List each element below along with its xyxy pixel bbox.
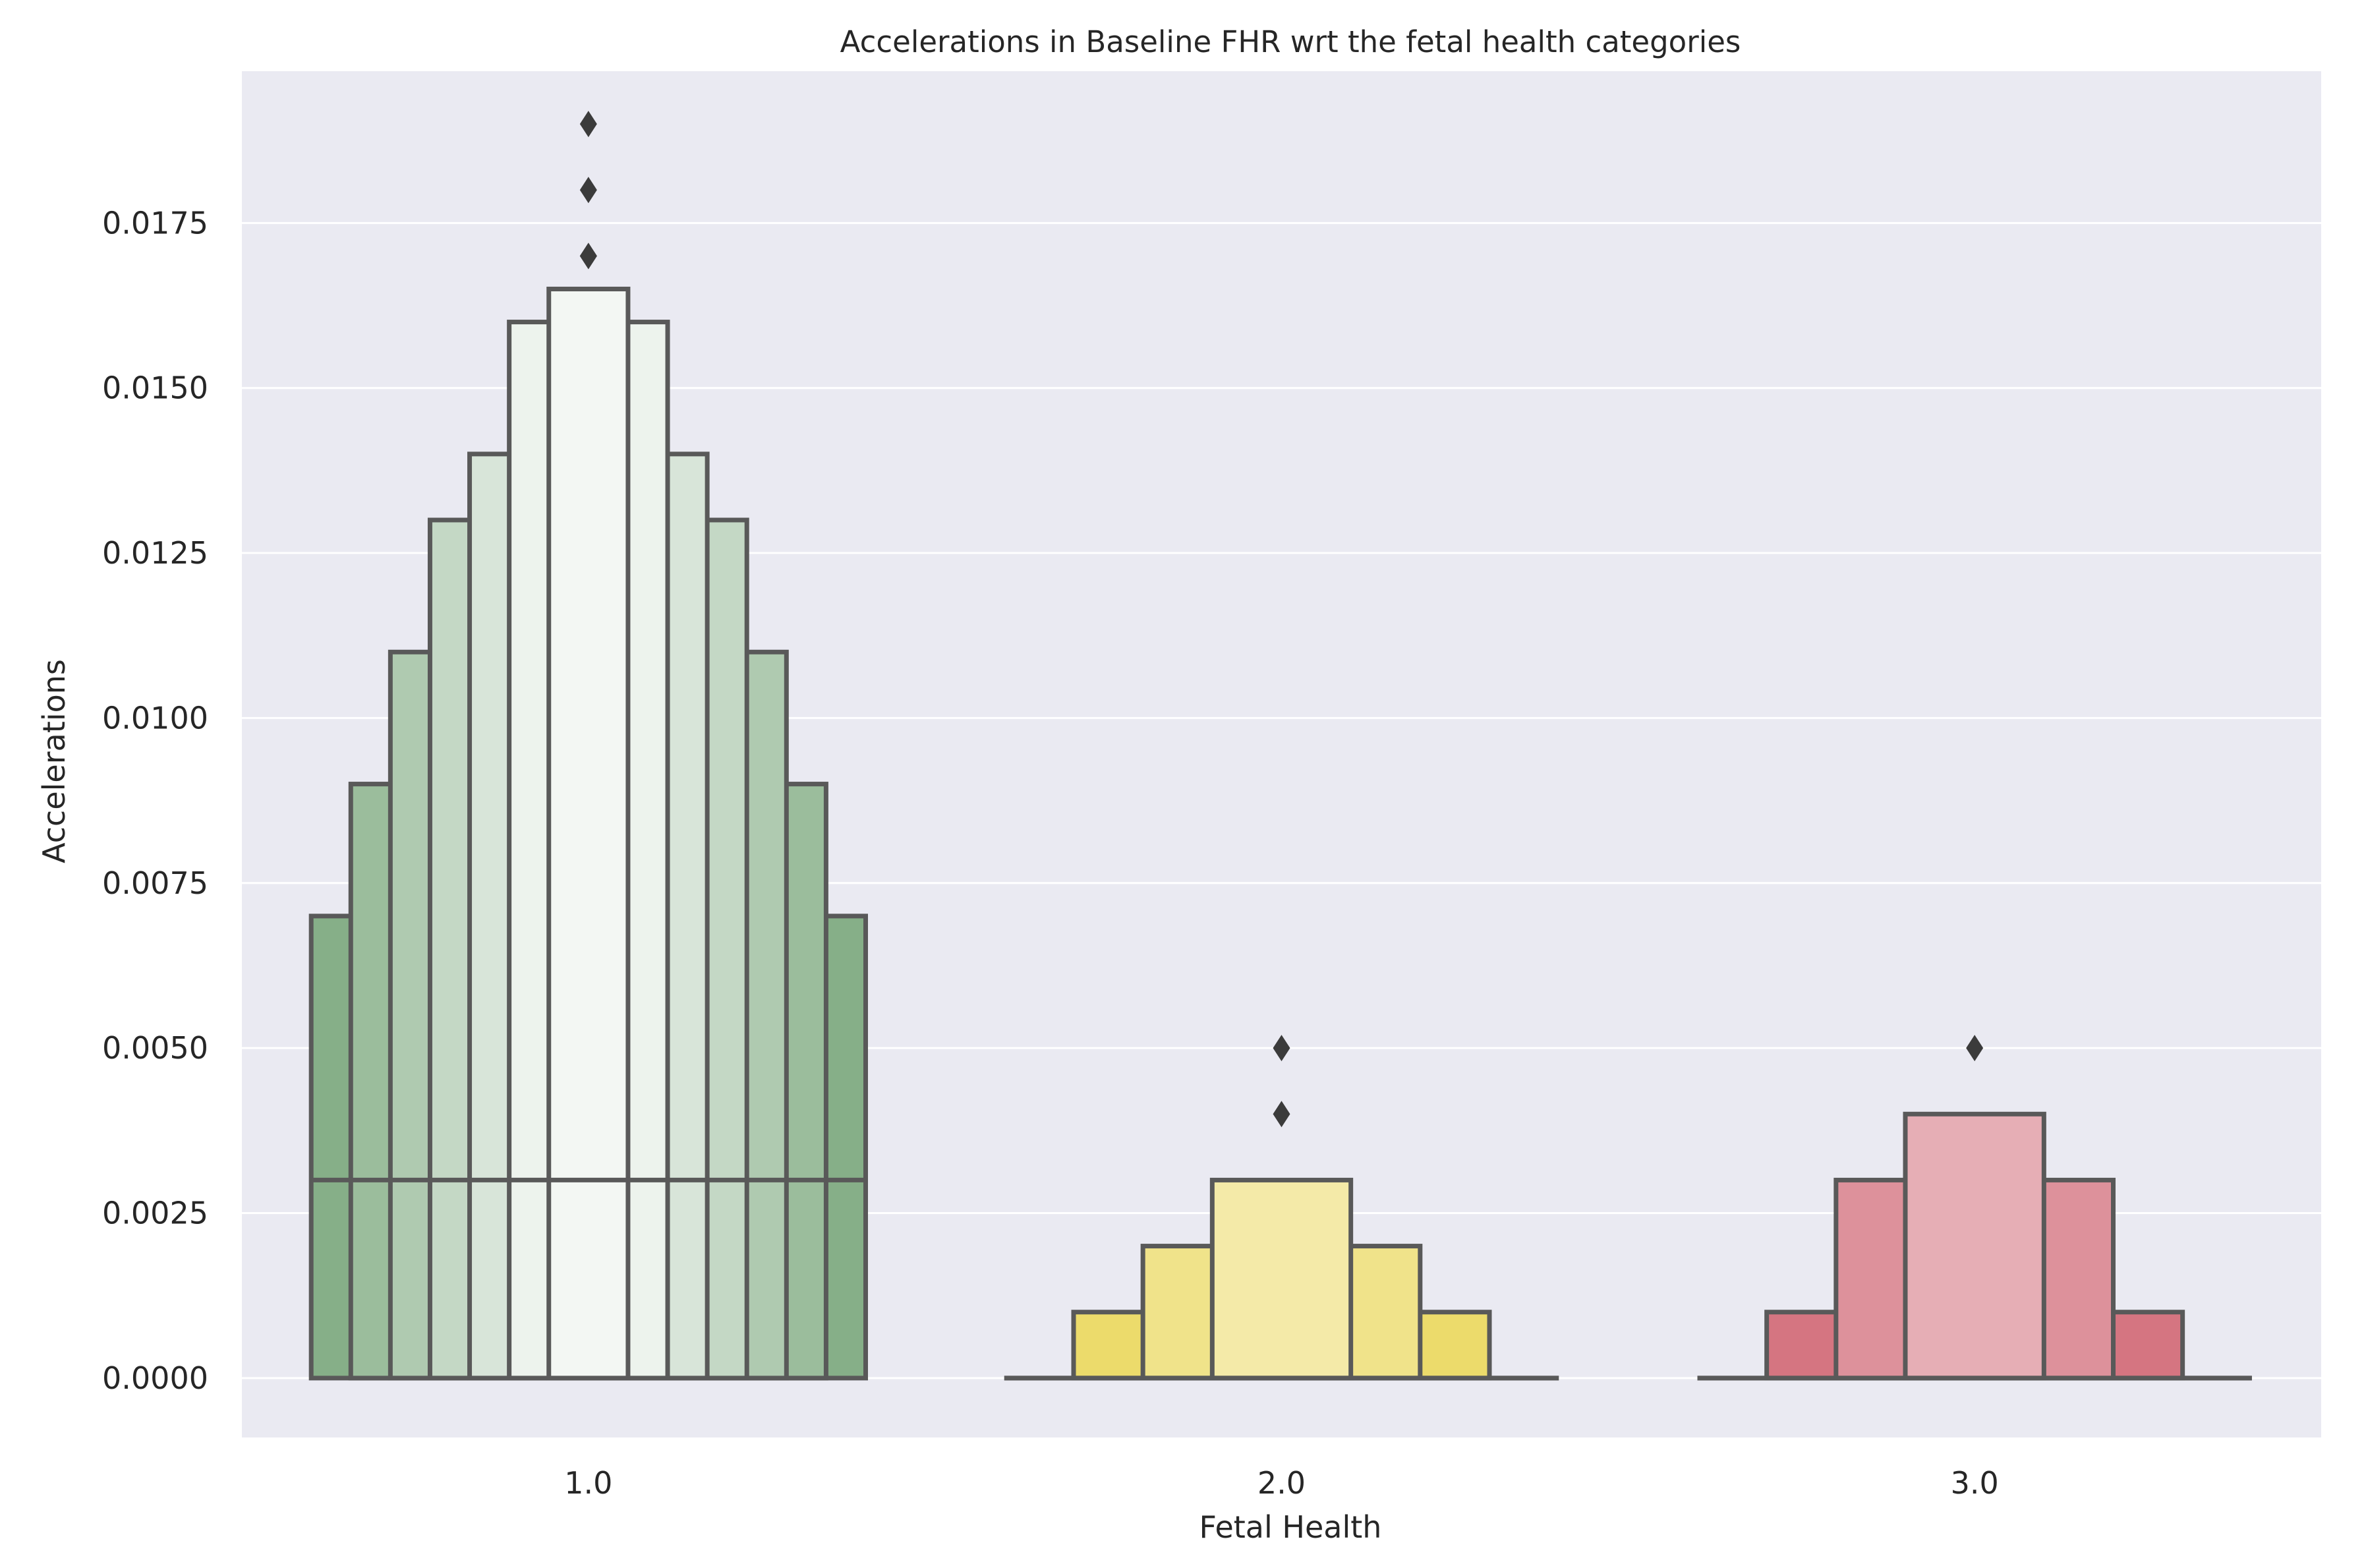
outlier-point xyxy=(579,177,597,204)
y-tick-label: 0.0175 xyxy=(102,205,208,241)
chart-title: Accelerations in Baseline FHR wrt the fe… xyxy=(840,24,1741,59)
axis-ticks: 0.0000 0.0025 0.0050 0.0075 0.0100 0.0125 0.01… xyxy=(102,205,1999,1501)
x-tick-label: 3.0 xyxy=(1951,1465,1999,1501)
y-tick-label: 0.0150 xyxy=(102,370,208,406)
outlier-point xyxy=(579,111,597,138)
x-tick-label: 2.0 xyxy=(1257,1465,1306,1501)
y-tick-label: 0.0000 xyxy=(102,1360,208,1396)
boxen-boxes xyxy=(308,111,2252,1381)
x-axis-label: Fetal Health xyxy=(1199,1509,1382,1545)
outlier-point xyxy=(1273,1035,1290,1062)
boxen-level xyxy=(1903,1111,2046,1381)
boxen-level xyxy=(1209,1177,1354,1381)
y-tick-label: 0.0100 xyxy=(102,700,208,736)
y-tick-label: 0.0075 xyxy=(102,865,208,901)
y-tick-label: 0.0050 xyxy=(102,1030,208,1066)
outlier-point xyxy=(579,243,597,270)
boxen-level xyxy=(546,286,631,1381)
outlier-point xyxy=(1966,1035,1984,1062)
boxen-group-2-0 xyxy=(1004,1035,1559,1381)
outlier-point xyxy=(1273,1101,1290,1128)
y-axis-label: Accelerations xyxy=(36,659,72,863)
boxen-group-3-0 xyxy=(1697,1035,2252,1381)
y-tick-label: 0.0125 xyxy=(102,535,208,571)
y-tick-label: 0.0025 xyxy=(102,1196,208,1231)
boxen-group-1-0 xyxy=(308,111,868,1381)
x-tick-label: 1.0 xyxy=(564,1465,612,1501)
